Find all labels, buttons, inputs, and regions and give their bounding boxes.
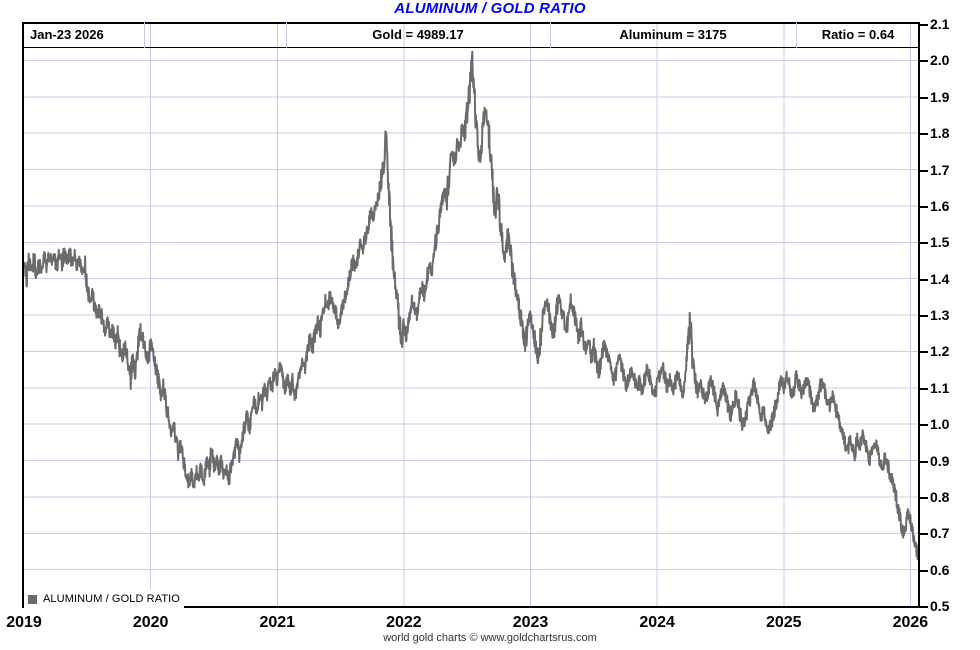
legend-swatch-icon [28, 594, 37, 604]
footer-credit: world gold charts © www.goldchartsrus.co… [383, 632, 597, 644]
y-axis-tick-mark [920, 387, 928, 390]
y-axis-tick-label: 0.6 [930, 561, 950, 578]
y-axis-tick-mark [920, 315, 928, 317]
chart-series-line [24, 50, 918, 561]
y-axis-tick-mark [920, 133, 928, 136]
y-axis-tick-label: 1.3 [930, 307, 950, 323]
x-axis-tick-label: 2021 [259, 614, 296, 631]
y-axis-tick-label: 1.8 [930, 125, 950, 142]
y-axis-tick-mark [920, 606, 928, 608]
x-axis-tick-label: 2024 [639, 614, 675, 631]
chart-title: ALUMINUM / GOLD RATIO [394, 0, 586, 17]
y-axis-tick-mark [920, 424, 928, 427]
x-axis-tick-label: 2020 [132, 614, 169, 631]
plot-area [22, 22, 920, 608]
y-axis-tick-mark [920, 60, 928, 63]
y-axis-tick-mark [920, 533, 928, 536]
y-axis-tick-label: 0.5 [930, 598, 950, 614]
y-axis-tick-mark [920, 496, 928, 499]
y-axis-tick-mark [920, 351, 928, 354]
x-axis-tick-label: 2023 [512, 614, 549, 631]
y-axis-tick-label: 1.4 [930, 270, 950, 287]
y-axis-tick-label: 2.0 [930, 52, 950, 69]
y-axis-tick-mark [920, 24, 928, 26]
y-axis-tick-label: 0.7 [930, 525, 950, 542]
y-axis-tick-label: 1.9 [930, 88, 950, 105]
legend-label: ALUMINUM / GOLD RATIO [43, 593, 180, 605]
x-axis-tick-label: 2019 [6, 614, 42, 631]
y-axis-tick-mark [920, 96, 928, 99]
y-axis-tick-mark [920, 569, 928, 572]
y-axis-tick-mark [920, 169, 928, 172]
x-axis-tick-label: 2026 [892, 614, 929, 631]
y-axis-tick-label: 0.9 [930, 452, 950, 469]
y-axis-tick-label: 2.1 [930, 16, 950, 32]
y-axis-tick-label: 1.6 [930, 197, 950, 214]
y-axis-tick-label: 1.0 [930, 416, 950, 433]
y-axis-tick-mark [920, 205, 928, 208]
y-axis-tick-mark [920, 460, 928, 463]
x-axis-tick-label: 2025 [765, 614, 802, 631]
y-axis-tick-label: 1.5 [930, 234, 950, 251]
y-axis-tick-label: 1.7 [930, 161, 950, 178]
y-axis-tick-label: 0.8 [930, 488, 950, 505]
y-axis-tick-label: 1.1 [930, 379, 950, 396]
x-axis-tick-label: 2022 [386, 614, 422, 631]
y-axis-tick-mark [920, 242, 928, 245]
y-axis-tick-mark [920, 278, 928, 281]
chart-legend: ALUMINUM / GOLD RATIO [24, 590, 184, 608]
y-axis-tick-label: 1.2 [930, 343, 950, 360]
